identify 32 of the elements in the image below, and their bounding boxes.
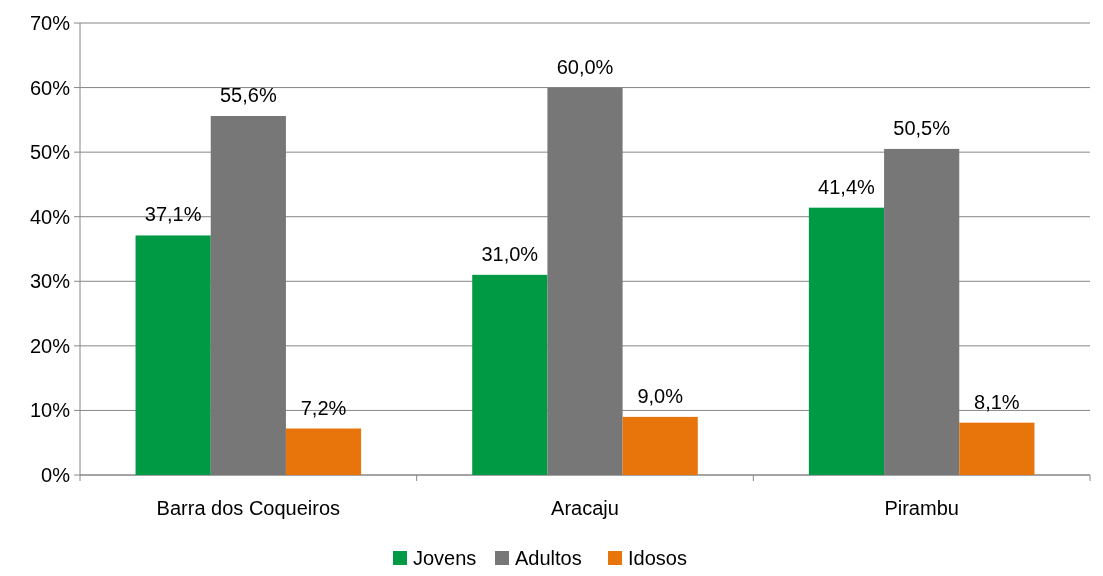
data-label: 8,1% bbox=[974, 390, 1020, 413]
y-tick-label: 40% bbox=[29, 205, 71, 228]
bar bbox=[210, 115, 286, 475]
bar bbox=[472, 274, 548, 475]
y-tick-label: 30% bbox=[29, 270, 71, 293]
data-label: 31,0% bbox=[481, 242, 539, 265]
bar bbox=[884, 148, 960, 475]
bar bbox=[622, 416, 698, 475]
x-tick-label: Pirambu bbox=[884, 497, 959, 519]
legend-label: Adultos bbox=[515, 547, 582, 569]
bar bbox=[285, 428, 362, 475]
data-label: 60,0% bbox=[556, 55, 614, 78]
y-tick-label: 10% bbox=[29, 399, 71, 422]
bar bbox=[959, 422, 1035, 475]
y-tick-label: 70% bbox=[29, 12, 71, 34]
y-tick-label: 20% bbox=[29, 334, 71, 357]
data-label: 55,6% bbox=[219, 83, 277, 106]
legend-label: Idosos bbox=[628, 547, 687, 569]
data-label: 41,4% bbox=[818, 175, 876, 198]
y-tick-label: 60% bbox=[29, 76, 71, 99]
bar bbox=[808, 207, 885, 475]
x-tick-label: Barra dos Coqueiros bbox=[156, 497, 341, 519]
data-label: 7,2% bbox=[300, 396, 347, 419]
data-label: 50,5% bbox=[893, 116, 951, 139]
legend-label: Jovens bbox=[413, 547, 477, 569]
bar bbox=[547, 87, 623, 475]
y-tick-label: 50% bbox=[29, 141, 71, 164]
data-label: 9,0% bbox=[637, 384, 684, 407]
data-label: 37,1% bbox=[144, 203, 202, 226]
bar bbox=[135, 235, 211, 475]
x-tick-label: Aracaju bbox=[551, 497, 619, 519]
y-tick-label: 0% bbox=[41, 464, 71, 486]
